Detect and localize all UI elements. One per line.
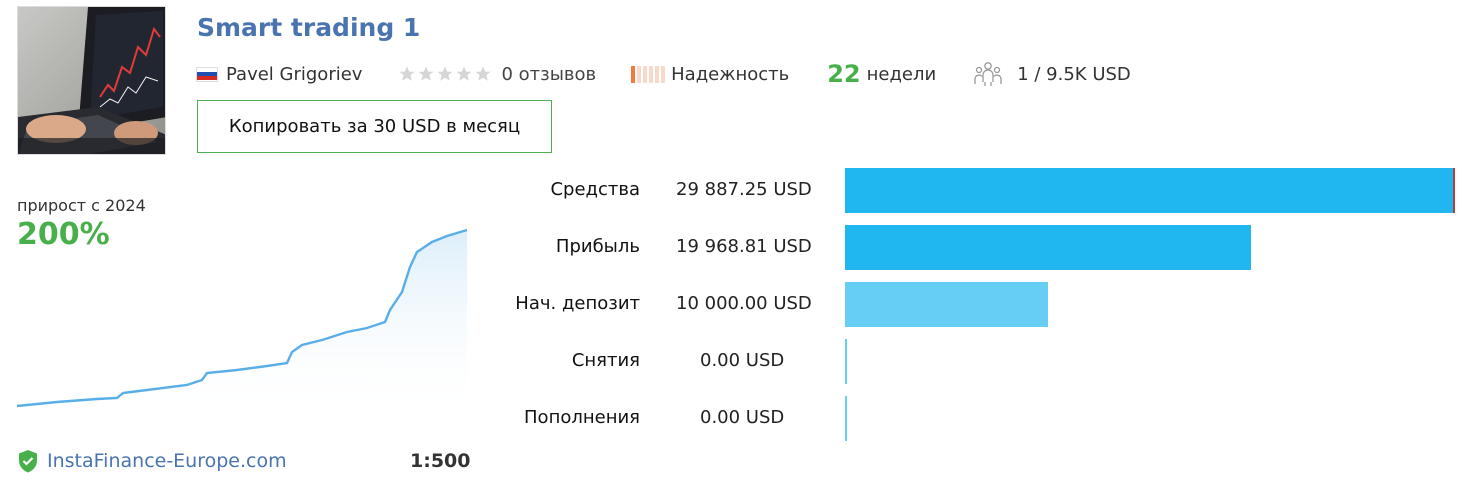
star-icon xyxy=(475,66,491,81)
star-icon xyxy=(418,66,434,81)
stat-value: 10 000.00 USD xyxy=(676,293,812,314)
growth-chart[interactable] xyxy=(17,222,467,412)
leverage: 1:500 xyxy=(410,450,471,472)
star-icon xyxy=(399,66,415,81)
reliability-label: Надежность xyxy=(671,63,790,85)
stat-row-deposits: Пополнения 0.00 USD xyxy=(480,396,1470,441)
stat-value: 0.00 USD xyxy=(700,407,785,428)
stat-label: Средства xyxy=(550,179,640,200)
weeks-value: 22 xyxy=(827,60,861,88)
author-name[interactable]: Pavel Grigoriev xyxy=(226,63,363,85)
rating-stars xyxy=(398,65,493,83)
star-icon xyxy=(437,66,453,81)
broker-link[interactable]: InstaFinance-Europe.com xyxy=(47,450,287,472)
signal-meta-row: Pavel Grigoriev 0 отзывов Надежность 22 … xyxy=(197,60,1131,88)
stat-label: Нач. депозит xyxy=(515,293,640,314)
stat-value: 0.00 USD xyxy=(700,350,785,371)
stat-row-profit: Прибыль 19 968.81 USD xyxy=(480,225,1470,270)
stat-row-deposit: Нач. депозит 10 000.00 USD xyxy=(480,282,1470,327)
copy-subscribe-button[interactable]: Копировать за 30 USD в месяц xyxy=(197,100,552,153)
stat-bar-withdrawals xyxy=(845,339,847,384)
stat-bar-equity xyxy=(845,168,1455,213)
stat-label: Снятия xyxy=(571,350,640,371)
russia-flag-icon xyxy=(197,67,217,81)
subscribers-count: 1 / 9.5K USD xyxy=(1017,63,1131,85)
growth-label: прирост с 2024 xyxy=(17,196,146,215)
stat-value: 19 968.81 USD xyxy=(676,236,812,257)
stat-bar-deposit xyxy=(845,282,1048,327)
shield-check-icon xyxy=(19,450,37,473)
growth-line xyxy=(17,228,467,408)
stat-value: 29 887.25 USD xyxy=(676,179,812,200)
stat-label: Пополнения xyxy=(524,407,640,428)
broker: InstaFinance-Europe.com xyxy=(17,449,287,473)
stat-bar-deposits xyxy=(845,396,847,441)
signal-title[interactable]: Smart trading 1 xyxy=(197,13,421,42)
stat-row-equity: Средства 29 887.25 USD xyxy=(480,168,1470,213)
star-icon xyxy=(456,66,472,81)
reliability-meter xyxy=(631,65,667,83)
people-icon xyxy=(973,60,1003,88)
reviews-count[interactable]: 0 отзывов xyxy=(501,63,597,85)
signal-thumbnail[interactable] xyxy=(17,6,166,155)
weeks-label: недели xyxy=(866,63,937,85)
growth-area xyxy=(17,230,467,406)
growth-value: 200% xyxy=(17,217,110,252)
stat-bar-profit xyxy=(845,225,1251,270)
stat-row-withdrawals: Снятия 0.00 USD xyxy=(480,339,1470,384)
stat-label: Прибыль xyxy=(555,236,640,257)
